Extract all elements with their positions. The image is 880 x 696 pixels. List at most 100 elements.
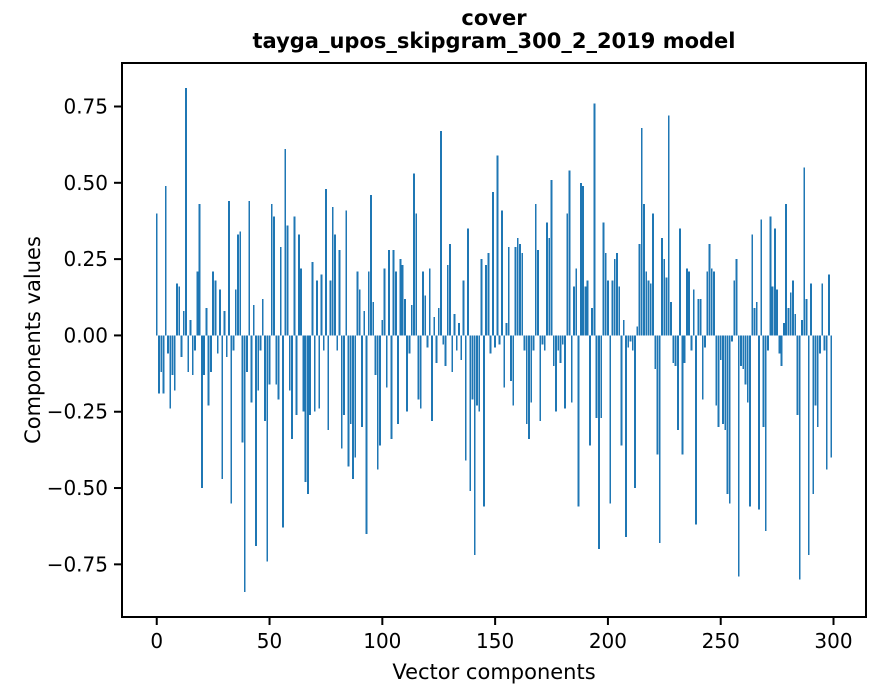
bar: [399, 259, 402, 336]
bar: [722, 335, 724, 424]
bar: [248, 201, 251, 336]
bar: [187, 335, 190, 373]
bar: [616, 253, 618, 336]
bar: [419, 335, 422, 409]
bar: [354, 335, 357, 458]
bar: [749, 335, 751, 507]
bar: [598, 335, 600, 550]
bar: [173, 335, 176, 391]
bar: [469, 335, 472, 492]
bar: [514, 246, 517, 336]
bar: [521, 253, 524, 336]
bar: [489, 335, 492, 354]
bar: [440, 130, 442, 336]
bar: [379, 335, 381, 446]
bar: [645, 271, 648, 336]
bar: [288, 335, 291, 391]
bar: [458, 323, 460, 336]
bar: [807, 335, 810, 556]
bar: [257, 335, 260, 391]
bar: [819, 335, 821, 354]
bar: [510, 335, 512, 382]
bar: [415, 213, 418, 336]
bar: [444, 335, 447, 366]
bar: [715, 335, 718, 406]
bar: [611, 280, 614, 336]
bar: [798, 335, 801, 580]
bar: [640, 127, 643, 336]
bar: [232, 335, 235, 351]
x-tick-label: 50: [257, 629, 282, 653]
bar: [699, 298, 702, 336]
bar: [710, 268, 713, 336]
bar: [243, 335, 246, 592]
bar: [306, 335, 309, 495]
bar: [586, 280, 589, 336]
bar: [823, 335, 826, 351]
bar: [286, 225, 289, 336]
bar: [618, 286, 621, 336]
bar: [550, 179, 553, 336]
y-tick-label: 0.00: [63, 323, 108, 347]
bar: [392, 249, 395, 336]
bar: [352, 335, 354, 479]
bar: [532, 335, 535, 351]
bar: [264, 335, 266, 421]
bar: [284, 149, 287, 336]
bar: [345, 210, 348, 336]
bar: [676, 335, 679, 431]
bar: [275, 335, 278, 385]
bar: [347, 335, 350, 467]
bar: [291, 335, 293, 440]
bar: [331, 207, 334, 336]
bar: [198, 204, 201, 336]
bar: [796, 335, 799, 415]
bar: [733, 280, 736, 336]
bar: [591, 307, 594, 336]
bar: [789, 292, 792, 336]
bar: [552, 335, 555, 366]
bar: [539, 335, 542, 421]
bar: [162, 335, 165, 394]
y-tick-label: 0.50: [63, 171, 108, 195]
bar: [505, 323, 508, 336]
bar: [674, 335, 677, 366]
bar: [792, 280, 794, 336]
bar: [776, 289, 779, 336]
bar: [268, 335, 271, 385]
bar: [812, 335, 815, 495]
bar: [478, 335, 481, 412]
bar: [627, 335, 630, 348]
bar: [374, 335, 377, 376]
bar: [805, 298, 808, 336]
bar: [782, 323, 785, 336]
x-tick-label: 0: [150, 629, 163, 653]
bar: [365, 335, 368, 534]
bar: [663, 259, 666, 336]
bar: [485, 265, 487, 336]
bar: [708, 243, 711, 336]
bar: [372, 301, 375, 336]
bar: [658, 335, 661, 543]
chart-title-line1: cover: [461, 6, 527, 30]
bar: [221, 335, 224, 479]
x-tick-label: 100: [363, 629, 401, 653]
bar: [636, 326, 639, 336]
bar: [762, 335, 765, 427]
bar: [503, 335, 506, 388]
bar: [182, 311, 185, 336]
bar: [428, 268, 431, 336]
bar: [403, 298, 406, 336]
bar: [406, 335, 409, 412]
bar: [446, 265, 449, 336]
bar: [358, 289, 361, 336]
bar: [600, 335, 603, 418]
bar: [737, 335, 740, 577]
x-tick-label: 150: [476, 629, 514, 653]
bar: [620, 335, 623, 446]
bar: [534, 204, 537, 336]
bar: [634, 335, 636, 489]
bar: [825, 335, 828, 470]
bar: [388, 249, 390, 336]
y-tick-label: 0.25: [63, 247, 108, 271]
